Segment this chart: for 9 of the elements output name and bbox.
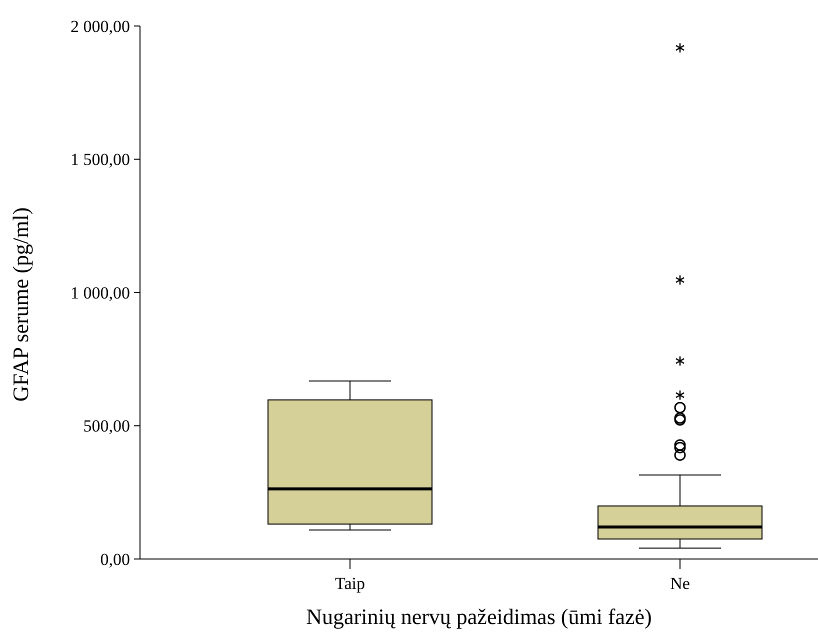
y-tick-label: 0,00 <box>100 550 130 569</box>
y-tick-label: 500,00 <box>83 416 130 436</box>
x-tick-label: Taip <box>335 574 365 593</box>
y-tick-label: 1 500,00 <box>70 150 130 170</box>
y-tick-label: 1 000,00 <box>70 283 130 302</box>
x-axis-title: Nugarinių nervų pažeidimas (ūmi fazė) <box>306 604 652 629</box>
y-axis-title: GFAP serume (pg/ml) <box>8 207 33 402</box>
y-tick-label: 2 000,00 <box>70 16 130 36</box>
x-tick-label: Ne <box>670 574 690 593</box>
